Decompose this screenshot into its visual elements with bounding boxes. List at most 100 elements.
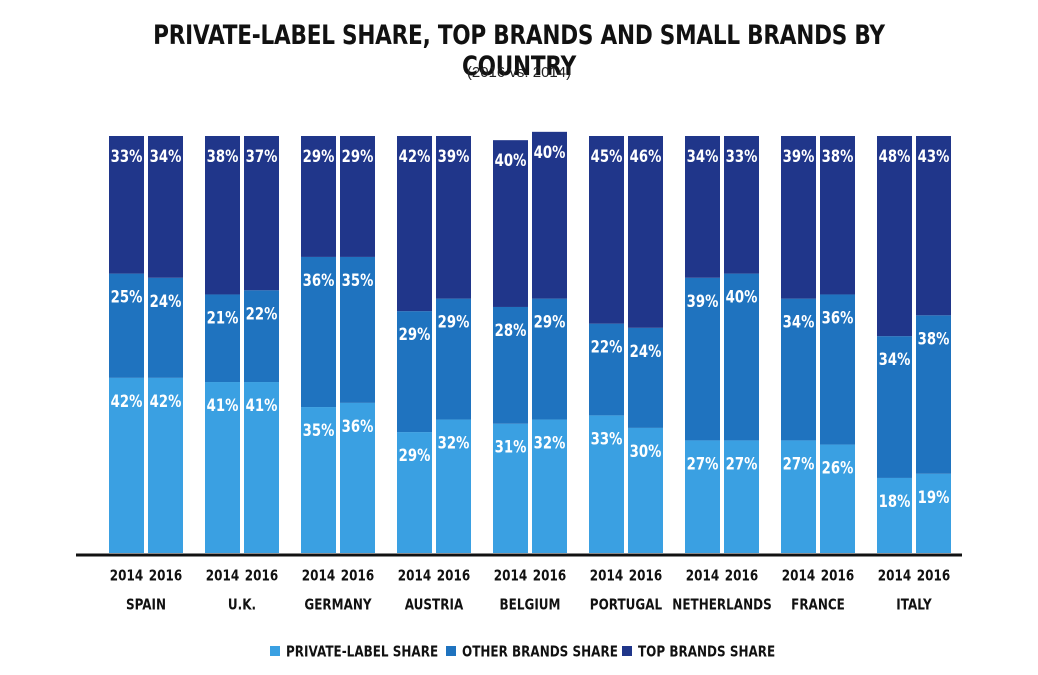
bar-segment-top-brands-share-spain-2014 [109, 136, 144, 274]
bar-segment-other-brands-share-spain-2014 [109, 273, 144, 378]
bar-segment-other-brands-share-france-2014 [781, 298, 816, 441]
data-label: 21% [207, 308, 239, 328]
bar-segment-private-label-share-austria-2014 [397, 432, 432, 553]
bar-segment-top-brands-share-belgium-2016 [532, 131, 567, 299]
data-label: 30% [630, 441, 662, 461]
data-label: 28% [495, 320, 527, 340]
x-tick-label-country: AUSTRIA [405, 596, 464, 614]
bar-segment-other-brands-share-netherlands-2014 [685, 277, 720, 441]
x-tick-label-country: PORTUGAL [590, 596, 663, 614]
x-tick-label-country: NETHERLANDS [672, 596, 771, 614]
bar-segment-top-brands-share-germany-2016 [340, 136, 375, 257]
x-tick-label-country: FRANCE [791, 596, 845, 614]
data-label: 27% [726, 454, 758, 474]
legend-label: PRIVATE-LABEL SHARE [286, 643, 438, 661]
x-tick-label-country: SPAIN [126, 596, 166, 614]
legend-item: OTHER BRANDS SHARE [446, 643, 618, 661]
x-tick-label-year: 2016 [821, 567, 854, 585]
bar-segment-other-brands-share-austria-2014 [397, 311, 432, 433]
legend-item: TOP BRANDS SHARE [622, 643, 775, 661]
data-label: 34% [783, 312, 815, 332]
data-label: 27% [783, 454, 815, 474]
bar-segment-top-brands-share-austria-2014 [397, 136, 432, 312]
x-tick-label-year: 2014 [878, 567, 911, 585]
bar-segment-other-brands-share-france-2016 [820, 294, 855, 445]
x-tick-label-year: 2014 [782, 567, 815, 585]
data-label: 46% [630, 146, 662, 166]
x-tick-label-year: 2016 [917, 567, 950, 585]
data-label: 39% [438, 146, 470, 166]
bar-segment-other-brands-share-uk-2016 [244, 290, 279, 383]
data-label: 34% [150, 146, 182, 166]
bar-segment-private-label-share-france-2014 [781, 440, 816, 553]
bar-segment-other-brands-share-germany-2016 [340, 256, 375, 403]
data-label: 31% [495, 437, 527, 457]
x-tick-label-year: 2014 [302, 567, 335, 585]
data-label: 38% [822, 146, 854, 166]
bar-segment-top-brands-share-france-2014 [781, 136, 816, 299]
data-label: 48% [879, 146, 911, 166]
data-label: 35% [303, 420, 335, 440]
data-label: 39% [783, 146, 815, 166]
data-label: 18% [879, 491, 911, 511]
bar-segment-private-label-share-netherlands-2016 [724, 440, 759, 553]
bar-segment-other-brands-share-portugal-2014 [589, 323, 624, 416]
bar-segment-private-label-share-portugal-2016 [628, 427, 663, 553]
legend-item: PRIVATE-LABEL SHARE [270, 643, 438, 661]
legend-label: TOP BRANDS SHARE [638, 643, 775, 661]
bar-segment-top-brands-share-germany-2014 [301, 136, 336, 257]
bar-segment-other-brands-share-netherlands-2016 [724, 273, 759, 441]
data-label: 36% [303, 270, 335, 290]
data-label: 26% [822, 458, 854, 478]
data-label: 40% [726, 287, 758, 307]
data-label: 32% [534, 433, 566, 453]
data-label: 42% [111, 391, 143, 411]
bar-segment-top-brands-share-italy-2016 [916, 136, 951, 316]
bar-segment-other-brands-share-belgium-2016 [532, 298, 567, 420]
bar-segment-top-brands-share-belgium-2014 [493, 140, 528, 307]
data-label: 41% [246, 395, 278, 415]
bar-segment-other-brands-share-belgium-2014 [493, 306, 528, 424]
data-label: 25% [111, 287, 143, 307]
bar-segment-top-brands-share-austria-2016 [436, 136, 471, 299]
bar-segment-private-label-share-germany-2014 [301, 407, 336, 553]
x-tick-label-country: ITALY [896, 596, 932, 614]
data-label: 42% [399, 146, 431, 166]
x-tick-label-year: 2016 [437, 567, 470, 585]
data-label: 19% [918, 487, 950, 507]
bars-group [109, 131, 951, 553]
x-tick-label-year: 2016 [533, 567, 566, 585]
x-tick-label-country: BELGIUM [500, 596, 561, 614]
data-label: 29% [534, 312, 566, 332]
x-tick-label-year: 2014 [206, 567, 239, 585]
x-tick-label-year: 2014 [494, 567, 527, 585]
bar-segment-private-label-share-uk-2016 [244, 382, 279, 553]
data-label: 24% [630, 341, 662, 361]
data-label: 33% [111, 146, 143, 166]
data-label: 40% [495, 151, 527, 171]
data-label: 24% [150, 291, 182, 311]
legend-swatch [446, 646, 456, 656]
data-label: 36% [822, 308, 854, 328]
x-tick-label-year: 2016 [629, 567, 662, 585]
bar-segment-other-brands-share-spain-2016 [148, 277, 183, 378]
chart-subtitle: (2016 vs. 2014) [466, 64, 572, 81]
bar-segment-other-brands-share-italy-2016 [916, 315, 951, 474]
bar-segment-private-label-share-belgium-2014 [493, 423, 528, 553]
legend-swatch [622, 646, 632, 656]
bar-segment-top-brands-share-uk-2016 [244, 136, 279, 291]
x-tick-label-year: 2014 [398, 567, 431, 585]
bar-segment-other-brands-share-italy-2014 [877, 336, 912, 478]
x-tick-label-year: 2016 [245, 567, 278, 585]
legend-swatch [270, 646, 280, 656]
data-label: 35% [342, 270, 374, 290]
data-label: 33% [726, 146, 758, 166]
x-tick-label-year: 2016 [341, 567, 374, 585]
data-label: 34% [687, 146, 719, 166]
bar-segment-top-brands-share-netherlands-2016 [724, 136, 759, 274]
bar-segment-private-label-share-uk-2014 [205, 382, 240, 553]
data-label: 34% [879, 350, 911, 370]
bar-segment-private-label-share-france-2016 [820, 444, 855, 553]
data-label: 22% [591, 337, 623, 357]
bar-segment-top-brands-share-spain-2016 [148, 136, 183, 278]
